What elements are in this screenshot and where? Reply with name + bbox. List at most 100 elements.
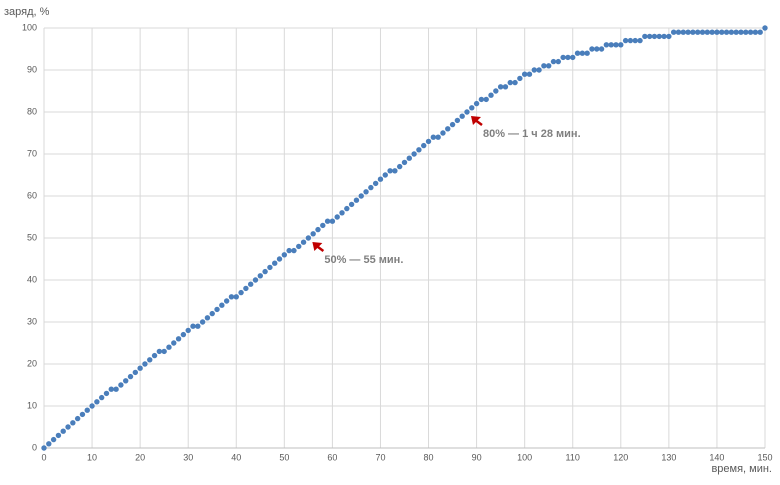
point bbox=[445, 126, 451, 132]
point bbox=[483, 96, 489, 103]
annotation-arrow-head bbox=[312, 242, 323, 251]
point bbox=[291, 247, 297, 254]
point bbox=[233, 294, 239, 300]
point bbox=[329, 218, 336, 224]
point bbox=[132, 369, 139, 376]
point bbox=[339, 210, 345, 216]
point bbox=[276, 256, 283, 262]
point bbox=[574, 50, 581, 56]
point bbox=[272, 260, 278, 266]
point bbox=[127, 373, 134, 380]
point bbox=[296, 243, 302, 250]
point bbox=[714, 29, 720, 35]
point bbox=[377, 176, 384, 182]
point bbox=[79, 411, 86, 418]
point bbox=[286, 247, 292, 254]
point bbox=[368, 184, 374, 191]
point bbox=[507, 79, 513, 86]
point bbox=[728, 29, 735, 35]
point bbox=[353, 197, 360, 203]
point bbox=[223, 298, 230, 304]
point bbox=[546, 63, 552, 69]
point bbox=[565, 54, 571, 61]
point bbox=[358, 193, 364, 199]
x-tick-label: 100 bbox=[517, 452, 532, 462]
point bbox=[50, 436, 57, 443]
point bbox=[247, 281, 254, 287]
y-tick-label: 30 bbox=[27, 316, 37, 326]
point bbox=[108, 386, 114, 392]
point bbox=[60, 428, 66, 434]
point bbox=[627, 37, 634, 44]
point bbox=[512, 79, 518, 86]
point bbox=[709, 29, 715, 35]
point bbox=[493, 88, 499, 94]
point bbox=[608, 42, 614, 48]
point bbox=[113, 386, 119, 392]
point bbox=[344, 205, 350, 212]
x-tick-label: 80 bbox=[424, 452, 434, 462]
point bbox=[219, 302, 225, 308]
point bbox=[656, 33, 662, 40]
point bbox=[459, 113, 465, 119]
point bbox=[560, 54, 566, 61]
point bbox=[464, 109, 470, 115]
point bbox=[618, 42, 624, 48]
point bbox=[598, 46, 605, 52]
point bbox=[195, 323, 201, 329]
point bbox=[570, 54, 576, 61]
point bbox=[454, 117, 461, 124]
point bbox=[685, 29, 691, 35]
point bbox=[478, 96, 485, 103]
point bbox=[584, 50, 590, 56]
point bbox=[166, 344, 172, 350]
point bbox=[137, 365, 143, 371]
point bbox=[320, 222, 326, 229]
point bbox=[637, 37, 643, 44]
point bbox=[670, 29, 677, 35]
x-tick-label: 120 bbox=[613, 452, 628, 462]
point bbox=[531, 67, 537, 73]
point bbox=[204, 315, 211, 321]
point bbox=[199, 319, 206, 325]
point bbox=[262, 268, 268, 275]
point bbox=[267, 264, 273, 271]
point bbox=[517, 75, 523, 82]
point bbox=[406, 155, 413, 161]
point bbox=[497, 84, 504, 90]
y-tick-label: 60 bbox=[27, 190, 37, 200]
y-tick-label: 80 bbox=[27, 106, 37, 116]
point bbox=[209, 310, 215, 317]
point bbox=[252, 277, 259, 283]
point bbox=[473, 100, 480, 107]
point bbox=[147, 357, 153, 363]
x-tick-label: 10 bbox=[87, 452, 97, 462]
point bbox=[103, 390, 110, 397]
point bbox=[363, 189, 369, 195]
point bbox=[175, 336, 182, 342]
annotation-arrow-head bbox=[470, 116, 481, 125]
point bbox=[228, 294, 235, 300]
point bbox=[151, 352, 158, 359]
point bbox=[661, 33, 667, 40]
x-tick-label: 0 bbox=[41, 452, 46, 462]
point bbox=[589, 46, 595, 52]
point bbox=[281, 252, 288, 258]
point bbox=[579, 50, 586, 56]
point bbox=[89, 403, 95, 409]
point bbox=[526, 71, 533, 77]
point bbox=[238, 289, 244, 296]
point bbox=[392, 168, 398, 174]
point bbox=[699, 29, 706, 35]
point bbox=[94, 399, 100, 405]
point bbox=[613, 42, 619, 48]
point bbox=[743, 29, 749, 35]
point bbox=[348, 201, 355, 208]
point bbox=[324, 218, 331, 224]
point bbox=[723, 29, 730, 35]
point bbox=[521, 71, 528, 77]
y-tick-label: 0 bbox=[32, 442, 37, 452]
point bbox=[70, 420, 76, 426]
point bbox=[118, 382, 124, 388]
